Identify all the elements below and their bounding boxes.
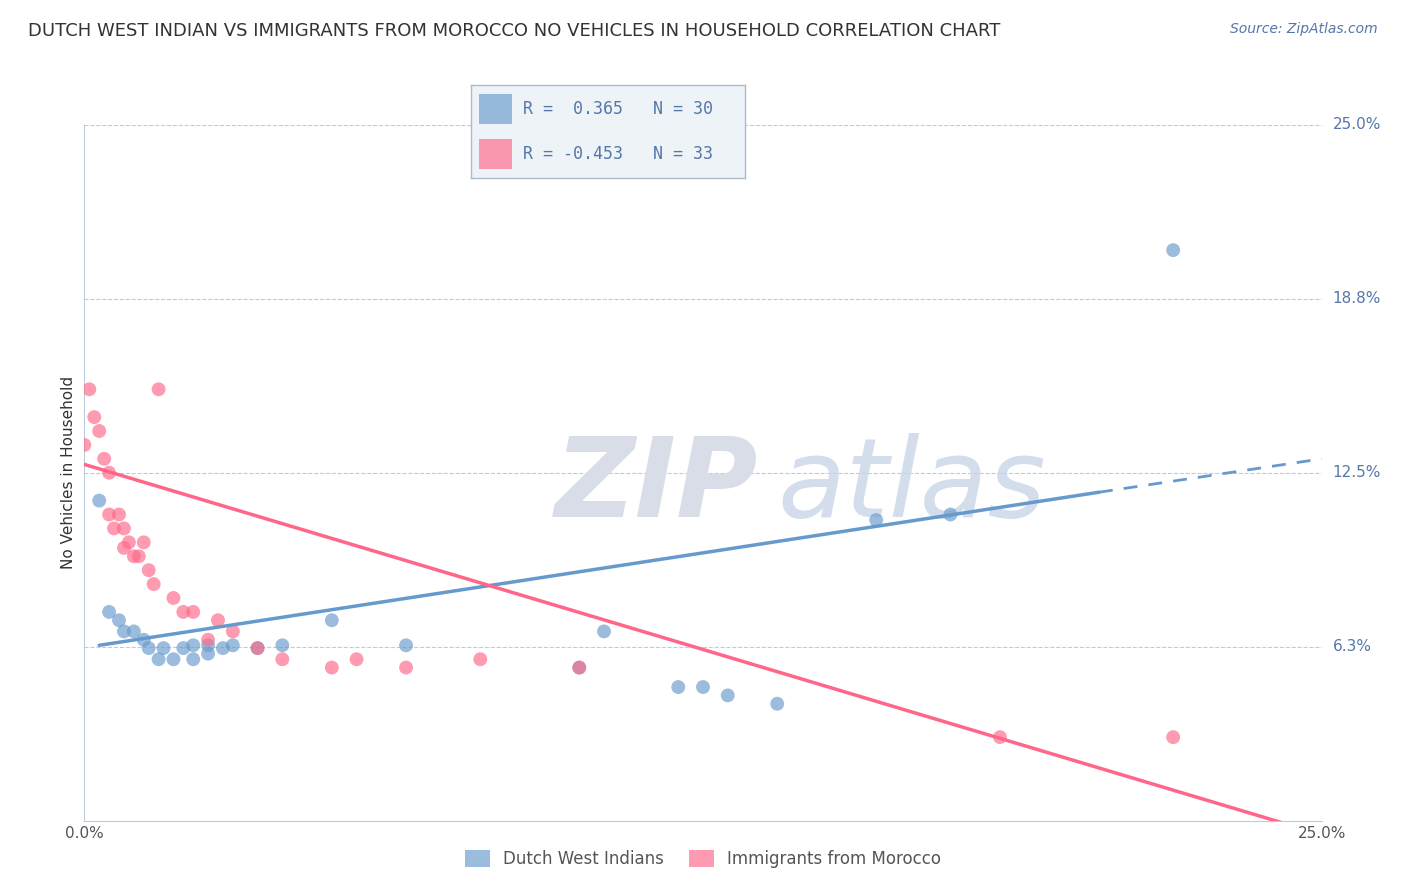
Point [128, 549, 150, 564]
Point [246, 641, 269, 656]
Point [172, 641, 194, 656]
Point [89, 493, 111, 508]
Point [122, 624, 145, 639]
Point [470, 652, 492, 666]
Text: 18.8%: 18.8% [1333, 292, 1381, 306]
Text: 6.3%: 6.3% [1333, 640, 1372, 654]
Point [148, 382, 170, 396]
Bar [479, 139, 512, 169]
Point [138, 563, 160, 577]
Text: DUTCH WEST INDIAN VS IMMIGRANTS FROM MOROCCO NO VEHICLES IN HOUSEHOLD CORRELATIO: DUTCH WEST INDIAN VS IMMIGRANTS FROM MOR… [28, 22, 1001, 40]
Point [181, 605, 204, 619]
Point [666, 680, 689, 694]
Point [103, 521, 125, 535]
Point [89, 424, 111, 438]
Point [79, 382, 101, 396]
Point [98, 508, 121, 522]
Point [222, 638, 245, 652]
Point [142, 577, 165, 591]
Point [108, 508, 131, 522]
Point [152, 641, 174, 656]
Text: Source: ZipAtlas.com: Source: ZipAtlas.com [1230, 22, 1378, 37]
Text: R =  0.365   N = 30: R = 0.365 N = 30 [523, 100, 713, 118]
Point [73, 438, 96, 452]
Point [93, 451, 115, 466]
Point [83, 410, 105, 425]
Point [181, 638, 204, 652]
Point [197, 647, 219, 661]
Point [138, 641, 160, 656]
Point [181, 652, 204, 666]
Point [132, 632, 155, 647]
Point [148, 652, 170, 666]
Legend: Dutch West Indians, Immigrants from Morocco: Dutch West Indians, Immigrants from Moro… [458, 844, 948, 875]
Point [162, 652, 184, 666]
Point [197, 632, 219, 647]
Text: 12.5%: 12.5% [1333, 466, 1381, 480]
Point [395, 638, 418, 652]
Point [162, 591, 184, 605]
Point [346, 652, 368, 666]
Point [1161, 243, 1184, 257]
Point [395, 660, 418, 674]
Point [197, 638, 219, 652]
Point [212, 641, 235, 656]
Point [593, 624, 616, 639]
Point [271, 638, 294, 652]
Bar [479, 95, 512, 124]
Point [568, 660, 591, 674]
Text: 25.0%: 25.0% [1333, 118, 1381, 132]
Point [98, 605, 121, 619]
Point [122, 549, 145, 564]
Point [988, 730, 1011, 744]
Point [939, 508, 962, 522]
Y-axis label: No Vehicles in Household: No Vehicles in Household [60, 376, 76, 569]
Point [112, 541, 135, 555]
Point [222, 624, 245, 639]
Point [98, 466, 121, 480]
Point [108, 613, 131, 627]
Point [271, 652, 294, 666]
Text: ZIP: ZIP [554, 434, 758, 541]
Point [692, 680, 714, 694]
Point [246, 641, 269, 656]
Point [717, 689, 740, 703]
Point [568, 660, 591, 674]
Point [118, 535, 141, 549]
Point [112, 521, 135, 535]
Point [865, 513, 887, 527]
Point [207, 613, 229, 627]
Point [172, 605, 194, 619]
Point [321, 613, 343, 627]
Text: atlas: atlas [778, 434, 1046, 541]
Point [112, 624, 135, 639]
Point [766, 697, 789, 711]
Text: R = -0.453   N = 33: R = -0.453 N = 33 [523, 145, 713, 163]
Point [1161, 730, 1184, 744]
Point [321, 660, 343, 674]
Point [132, 535, 155, 549]
